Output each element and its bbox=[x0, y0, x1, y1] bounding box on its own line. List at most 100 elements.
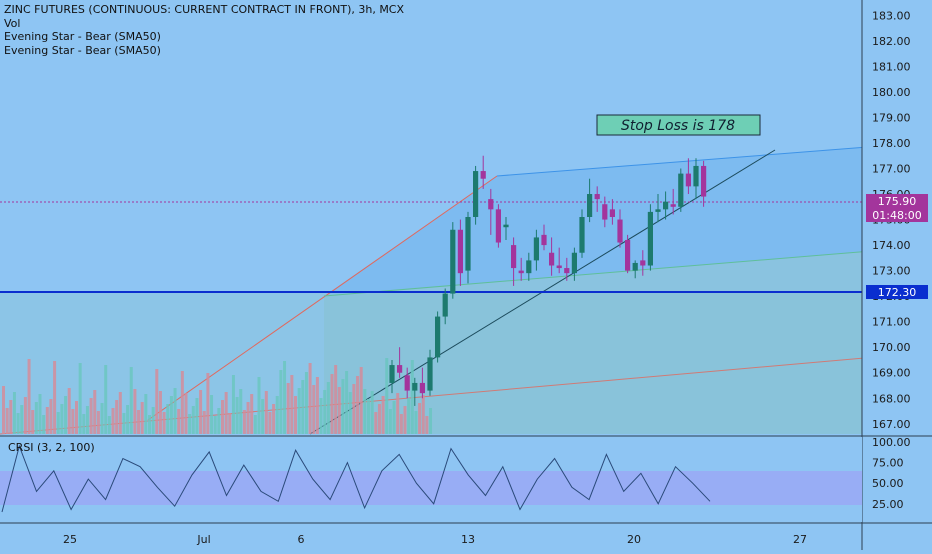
annotation-box[interactable] bbox=[596, 114, 761, 136]
volume-bar bbox=[144, 394, 148, 434]
volume-bar bbox=[356, 376, 360, 434]
candle-body bbox=[473, 171, 479, 217]
volume-bar bbox=[78, 363, 82, 434]
volume-bar bbox=[71, 409, 75, 434]
volume-bar bbox=[359, 367, 363, 434]
crsi-tick-label: 50.00 bbox=[872, 477, 904, 490]
price-tick-label: 177.00 bbox=[872, 162, 911, 175]
candle-body bbox=[625, 239, 631, 271]
level-badge-text: 172.30 bbox=[878, 286, 917, 299]
crsi-title[interactable]: CRSI (3, 2, 100) bbox=[8, 441, 95, 454]
volume-bar bbox=[319, 398, 323, 434]
volume-bar bbox=[224, 392, 228, 434]
volume-bar bbox=[304, 372, 308, 434]
price-tick-label: 179.00 bbox=[872, 111, 911, 124]
volume-bar bbox=[283, 361, 287, 434]
price-tick-label: 183.00 bbox=[872, 9, 911, 22]
price-axis[interactable]: 183.00 182.00 181.00 180.00 179.00 178.00 177.… bbox=[872, 9, 911, 430]
channel-top-line[interactable] bbox=[496, 141, 932, 177]
volume-bar bbox=[148, 415, 151, 434]
volume-bar bbox=[294, 396, 297, 434]
price-tick-label: 174.00 bbox=[872, 239, 911, 252]
crsi-tick-label: 25.00 bbox=[872, 498, 904, 511]
channel-upper-fill bbox=[324, 142, 932, 296]
volume-bar bbox=[381, 396, 385, 434]
time-tick-label: 13 bbox=[461, 533, 475, 546]
annotation-text: Stop Loss is 178 bbox=[621, 118, 735, 134]
candle-body bbox=[419, 382, 425, 394]
time-axis[interactable]: 25 Jul 6 13 20 27 bbox=[63, 533, 807, 546]
volume-bar bbox=[407, 398, 411, 434]
volume-bar bbox=[213, 416, 217, 434]
volume-bar bbox=[297, 388, 301, 434]
volume-bar bbox=[388, 409, 392, 434]
candle-body bbox=[511, 245, 517, 269]
volume-bar bbox=[429, 408, 433, 434]
candle-body bbox=[549, 252, 555, 266]
time-tick-label: 20 bbox=[627, 533, 641, 546]
volume-bar bbox=[345, 371, 349, 434]
volume-bar bbox=[115, 400, 119, 434]
volume-bar bbox=[93, 390, 97, 434]
volume-bar bbox=[64, 396, 68, 434]
volume-bar bbox=[279, 370, 283, 434]
volume-bar bbox=[264, 391, 268, 434]
legend-volume[interactable]: Vol bbox=[4, 16, 21, 30]
volume-bar bbox=[275, 396, 279, 434]
volume-bar bbox=[290, 375, 294, 434]
volume-bar bbox=[301, 380, 305, 434]
volume-bar bbox=[410, 360, 414, 434]
price-axis-background bbox=[862, 0, 932, 550]
volume-bar bbox=[9, 400, 13, 434]
volume-bar bbox=[67, 388, 71, 434]
candle-body bbox=[685, 173, 691, 187]
candle-body bbox=[435, 316, 441, 358]
volume-bar bbox=[272, 404, 276, 434]
candle-body bbox=[397, 365, 403, 373]
candle-body bbox=[427, 357, 433, 391]
candle-body bbox=[533, 237, 539, 261]
volume-bar bbox=[228, 413, 232, 434]
time-tick-label: 25 bbox=[63, 533, 77, 546]
volume-bar bbox=[191, 406, 195, 434]
volume-bar bbox=[242, 410, 246, 434]
last-price-badge bbox=[866, 194, 928, 208]
volume-bar bbox=[367, 399, 370, 434]
volume-bar bbox=[352, 384, 356, 434]
volume-bar bbox=[166, 404, 170, 434]
volume-bar bbox=[45, 407, 49, 434]
volume-bar bbox=[312, 385, 316, 434]
candle-body bbox=[617, 219, 623, 243]
volume-bar bbox=[199, 390, 203, 434]
time-tick-label: Jul bbox=[196, 533, 210, 546]
legend-evening-star-2[interactable]: Evening Star - Bear (SMA50) bbox=[4, 43, 161, 57]
candle-body bbox=[488, 199, 494, 210]
volume-bar bbox=[326, 382, 330, 434]
volume-bar bbox=[231, 375, 235, 434]
volume-bar bbox=[323, 390, 327, 434]
volume-bar bbox=[34, 402, 38, 434]
volume-bar bbox=[133, 389, 137, 434]
chart-legend: ZINC FUTURES (CONTINUOUS: CURRENT CONTRA… bbox=[4, 3, 404, 57]
volume-bar bbox=[27, 359, 31, 434]
volume-bar bbox=[188, 414, 192, 434]
volume-bar bbox=[286, 383, 290, 434]
volume-bar bbox=[177, 409, 181, 434]
legend-evening-star-1[interactable]: Evening Star - Bear (SMA50) bbox=[4, 30, 161, 43]
trend-line-red[interactable] bbox=[147, 175, 498, 421]
candle-body bbox=[412, 382, 418, 391]
volume-bar bbox=[341, 379, 345, 434]
volume-bar bbox=[403, 406, 407, 434]
volume-bar bbox=[140, 402, 144, 434]
price-tick-label: 182.00 bbox=[872, 35, 911, 48]
level-badge bbox=[866, 285, 928, 299]
volume-bar bbox=[118, 392, 122, 434]
price-tick-label: 167.00 bbox=[872, 418, 911, 431]
symbol-title[interactable]: ZINC FUTURES (CONTINUOUS: CURRENT CONTRA… bbox=[4, 3, 405, 16]
candle-body bbox=[442, 293, 448, 317]
candle-body bbox=[465, 217, 471, 271]
price-tick-label: 181.00 bbox=[872, 60, 911, 73]
crsi-tick-label: 75.00 bbox=[872, 457, 904, 470]
volume-bar bbox=[42, 415, 46, 434]
